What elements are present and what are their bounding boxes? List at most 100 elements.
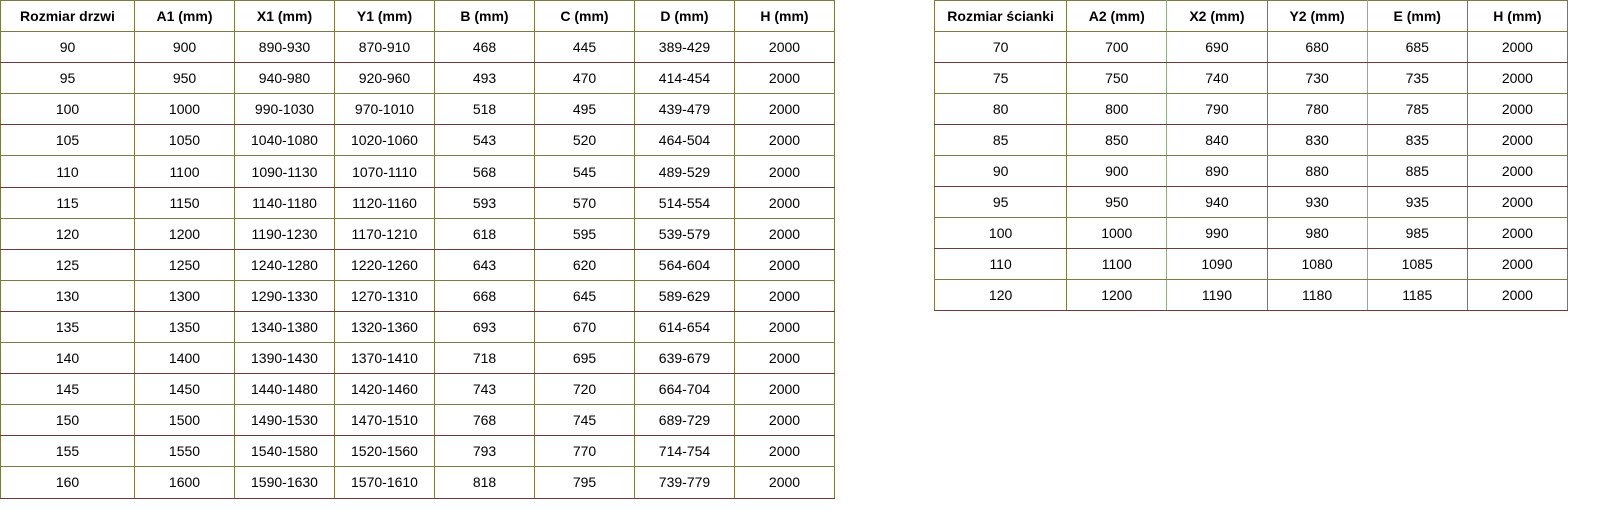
table-cell: 543: [434, 124, 535, 157]
table-row: 70 700 690 680 685 2000: [933, 31, 1569, 63]
column-header: Y1 (mm): [334, 0, 435, 33]
table-cell: 735: [1366, 62, 1468, 94]
table-cell: 1000: [134, 93, 235, 126]
table-cell: 564-604: [634, 248, 735, 281]
table-cell: 155: [0, 435, 135, 468]
table-cell: 950: [1066, 186, 1168, 218]
column-header: X2 (mm): [1166, 0, 1268, 32]
table-row: 120 1200 1190-1230 1170-1210 618 595 539-579 20…: [0, 217, 835, 250]
table-cell: 890-930: [234, 31, 335, 64]
table-cell: 389-429: [634, 31, 735, 64]
table-cell: 1350: [134, 310, 235, 344]
table-cell: 793: [434, 435, 535, 468]
table-cell: 2000: [1466, 279, 1569, 311]
column-header: H (mm): [734, 0, 835, 33]
table-row: 95 950 940-980 920-960 493 470 414-454 2000: [0, 62, 835, 95]
table-cell: 595: [534, 217, 635, 250]
table-cell: 730: [1266, 62, 1368, 94]
table-cell: 639-679: [634, 342, 735, 375]
column-header: A2 (mm): [1066, 0, 1168, 32]
table-cell: 1100: [134, 155, 235, 188]
table-cell: 670: [534, 310, 635, 344]
table-cell: 2000: [734, 373, 835, 406]
table-cell: 768: [434, 404, 535, 437]
table-row: 140 1400 1390-1430 1370-1410 718 695 639-679 20…: [0, 342, 835, 375]
table-cell: 1240-1280: [234, 248, 335, 281]
table-cell: 1450: [134, 373, 235, 406]
table-cell: 135: [0, 310, 135, 344]
table-cell: 1300: [134, 279, 235, 312]
table-cell: 1390-1430: [234, 342, 335, 375]
table-cell: 539-579: [634, 217, 735, 250]
table-cell: 489-529: [634, 155, 735, 188]
table-cell: 2000: [734, 342, 835, 375]
table-cell: 545: [534, 155, 635, 188]
table-cell: 1320-1360: [334, 310, 435, 344]
table-row: 85 850 840 830 835 2000: [933, 124, 1569, 156]
table-cell: 518: [434, 93, 535, 126]
table-cell: 1570-1610: [334, 466, 435, 499]
table-cell: 2000: [1466, 217, 1569, 249]
table-cell: 1080: [1266, 248, 1368, 280]
table-cell: 690: [1166, 31, 1268, 63]
table-cell: 1200: [134, 217, 235, 250]
table-cell: 493: [434, 62, 535, 95]
table-cell: 614-654: [634, 310, 735, 344]
column-header: A1 (mm): [134, 0, 235, 33]
table-cell: 495: [534, 93, 635, 126]
table-cell: 95: [0, 62, 135, 95]
table-cell: 720: [534, 373, 635, 406]
table-cell: 1220-1260: [334, 248, 435, 281]
table-cell: 1550: [134, 435, 235, 468]
table-cell: 2000: [734, 466, 835, 499]
table-cell: 2000: [734, 31, 835, 64]
table-cell: 100: [933, 217, 1068, 249]
table-cell: 1085: [1366, 248, 1468, 280]
table-cell: 1520-1560: [334, 435, 435, 468]
table-cell: 795: [534, 466, 635, 499]
table-cell: 1000: [1066, 217, 1168, 249]
table-cell: 2000: [1466, 248, 1569, 280]
table-cell: 718: [434, 342, 535, 375]
table-row: 145 1450 1440-1480 1420-1460 743 720 664-704 20…: [0, 373, 835, 406]
column-header: X1 (mm): [234, 0, 335, 33]
table-cell: 885: [1366, 155, 1468, 187]
table-cell: 680: [1266, 31, 1368, 63]
table-cell: 90: [0, 31, 135, 64]
table-cell: 840: [1166, 124, 1268, 156]
table-cell: 1190: [1166, 279, 1268, 311]
table-cell: 743: [434, 373, 535, 406]
header-row: Rozmiar ścianki A2 (mm) X2 (mm) Y2 (mm) E (m…: [933, 0, 1569, 32]
table-cell: 130: [0, 279, 135, 312]
table-cell: 1150: [134, 186, 235, 219]
table-cell: 160: [0, 466, 135, 499]
table-cell: 2000: [734, 155, 835, 188]
table-cell: 780: [1266, 93, 1368, 125]
header-row: Rozmiar drzwi A1 (mm) X1 (mm) Y1 (mm) B (mm)…: [0, 0, 835, 33]
table-row: 90 900 890-930 870-910 468 445 389-429 2000: [0, 31, 835, 64]
table-cell: 2000: [1466, 186, 1569, 218]
column-header: E (mm): [1366, 0, 1468, 32]
wall-size-table: Rozmiar ścianki A2 (mm) X2 (mm) Y2 (mm) E (m…: [933, 0, 1569, 311]
table-cell: 940: [1166, 186, 1268, 218]
table-row: 80 800 790 780 785 2000: [933, 93, 1569, 125]
table-cell: 664-704: [634, 373, 735, 406]
table-cell: 568: [434, 155, 535, 188]
table-cell: 880: [1266, 155, 1368, 187]
table-cell: 520: [534, 124, 635, 157]
table-cell: 935: [1366, 186, 1468, 218]
table-row: 75 750 740 730 735 2000: [933, 62, 1569, 94]
table-cell: 2000: [1466, 155, 1569, 187]
column-header: Rozmiar drzwi: [0, 0, 135, 33]
table-cell: 90: [933, 155, 1068, 187]
table-cell: 835: [1366, 124, 1468, 156]
table-cell: 695: [534, 342, 635, 375]
table-cell: 2000: [734, 279, 835, 312]
table-row: 135 1350 1340-1380 1320-1360 693 670 614-654 20…: [0, 310, 835, 344]
table-cell: 980: [1266, 217, 1368, 249]
table-cell: 468: [434, 31, 535, 64]
table-cell: 830: [1266, 124, 1368, 156]
column-header: H (mm): [1466, 0, 1569, 32]
column-header: C (mm): [534, 0, 635, 33]
table-cell: 668: [434, 279, 535, 312]
